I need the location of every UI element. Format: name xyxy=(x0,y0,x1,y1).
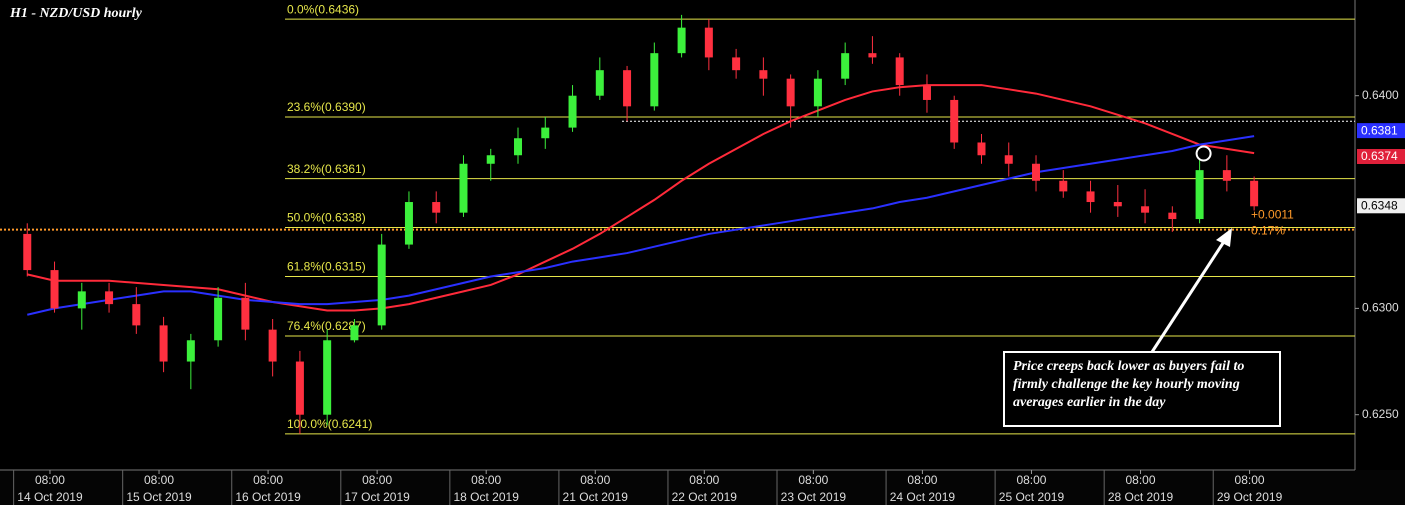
date-label: 21 Oct 2019 xyxy=(563,490,629,504)
candle-body xyxy=(895,57,904,86)
chart-title: H1 - NZD/USD hourly xyxy=(10,6,142,21)
candle-body xyxy=(77,291,86,309)
annotation: Price creeps back lower as buyers fail t… xyxy=(1003,351,1281,427)
candle-body xyxy=(704,27,713,58)
candle-body xyxy=(732,57,741,71)
candle-body xyxy=(1222,170,1231,181)
date-label: 24 Oct 2019 xyxy=(890,490,956,504)
candle-body xyxy=(1250,180,1259,207)
fib-label: 61.8%(0.6315) xyxy=(287,260,366,274)
candle-body xyxy=(595,70,604,96)
highlight-circle xyxy=(1195,145,1212,162)
candle-body xyxy=(1113,202,1122,207)
fib-label: 38.2%(0.6361) xyxy=(287,162,366,176)
candle-body xyxy=(1059,180,1068,192)
price-label: 0.6374 xyxy=(1361,149,1398,163)
candle-body xyxy=(1086,191,1095,203)
candle-body xyxy=(295,361,304,415)
candle-body xyxy=(1195,170,1204,220)
candle-body xyxy=(1032,163,1041,181)
date-label: 14 Oct 2019 xyxy=(17,490,83,504)
x-tick-label: 08:00 xyxy=(362,473,392,487)
y-tick-label: 0.6300 xyxy=(1362,301,1399,315)
moving-average xyxy=(27,135,1255,316)
x-axis-strip xyxy=(0,470,1405,505)
x-tick-label: 08:00 xyxy=(253,473,283,487)
x-tick-label: 08:00 xyxy=(35,473,65,487)
candle-body xyxy=(377,244,386,326)
annotation-arrow xyxy=(1150,239,1227,353)
candle-body xyxy=(186,340,195,362)
date-label: 15 Oct 2019 xyxy=(126,490,192,504)
candle-body xyxy=(759,70,768,79)
change-pct-label: 0.17% xyxy=(1251,223,1285,237)
fib-label: 76.4%(0.6287) xyxy=(287,319,366,333)
price-label-box xyxy=(1357,123,1405,139)
candle-body xyxy=(623,70,632,107)
candle-body xyxy=(650,53,659,107)
fib-label: 23.6%(0.6390) xyxy=(287,100,366,114)
candle-body xyxy=(1168,212,1177,220)
candle-body xyxy=(432,202,441,213)
candle-body xyxy=(404,202,413,245)
candle-body xyxy=(241,297,250,330)
candle-body xyxy=(214,297,223,341)
date-label: 17 Oct 2019 xyxy=(344,490,410,504)
candle-body xyxy=(868,53,877,58)
x-tick-label: 08:00 xyxy=(144,473,174,487)
y-tick-label: 0.6400 xyxy=(1362,88,1399,102)
fib-label: 0.0%(0.6436) xyxy=(287,2,359,16)
change-label: +0.0011 xyxy=(1251,207,1294,221)
date-label: 28 Oct 2019 xyxy=(1108,490,1174,504)
fib-label: 50.0%(0.6338) xyxy=(287,211,366,225)
candle-body xyxy=(541,127,550,139)
moving-average xyxy=(27,84,1255,312)
x-tick-label: 08:00 xyxy=(1126,473,1156,487)
candle-body xyxy=(786,78,795,107)
date-label: 22 Oct 2019 xyxy=(672,490,738,504)
x-tick-label: 08:00 xyxy=(471,473,501,487)
x-tick-label: 08:00 xyxy=(689,473,719,487)
price-label-box xyxy=(1357,198,1405,214)
x-tick-label: 08:00 xyxy=(798,473,828,487)
candle-body xyxy=(159,325,168,362)
candle-body xyxy=(350,325,359,341)
candle-body xyxy=(486,155,495,164)
candle-body xyxy=(105,291,114,305)
date-label: 16 Oct 2019 xyxy=(235,490,301,504)
candle-body xyxy=(514,138,523,156)
price-label: 0.6348 xyxy=(1361,198,1398,212)
candle-body xyxy=(677,27,686,54)
x-tick-label: 08:00 xyxy=(580,473,610,487)
arrow-head xyxy=(1216,228,1232,247)
fib-label: 100.0%(0.6241) xyxy=(287,417,372,431)
candle-body xyxy=(50,270,59,309)
candle-body xyxy=(977,142,986,156)
candle-body xyxy=(1004,155,1013,164)
candle-body xyxy=(268,329,277,362)
candle-body xyxy=(568,95,577,128)
date-label: 25 Oct 2019 xyxy=(999,490,1065,504)
y-tick-label: 0.6250 xyxy=(1362,407,1399,421)
candle-body xyxy=(922,85,931,100)
price-label: 0.6381 xyxy=(1361,123,1398,137)
date-label: 29 Oct 2019 xyxy=(1217,490,1283,504)
candle-body xyxy=(813,78,822,107)
candle-body xyxy=(323,340,332,415)
candle-body xyxy=(1141,206,1150,213)
date-label: 23 Oct 2019 xyxy=(781,490,847,504)
x-tick-label: 08:00 xyxy=(1016,473,1046,487)
price-label-box xyxy=(1357,148,1405,164)
candle-body xyxy=(841,53,850,79)
candle-body xyxy=(950,99,959,143)
x-tick-label: 08:00 xyxy=(1235,473,1265,487)
date-label: 18 Oct 2019 xyxy=(453,490,519,504)
candle-body xyxy=(132,304,141,326)
x-tick-label: 08:00 xyxy=(907,473,937,487)
candle-body xyxy=(23,233,32,271)
candle-body xyxy=(459,163,468,213)
